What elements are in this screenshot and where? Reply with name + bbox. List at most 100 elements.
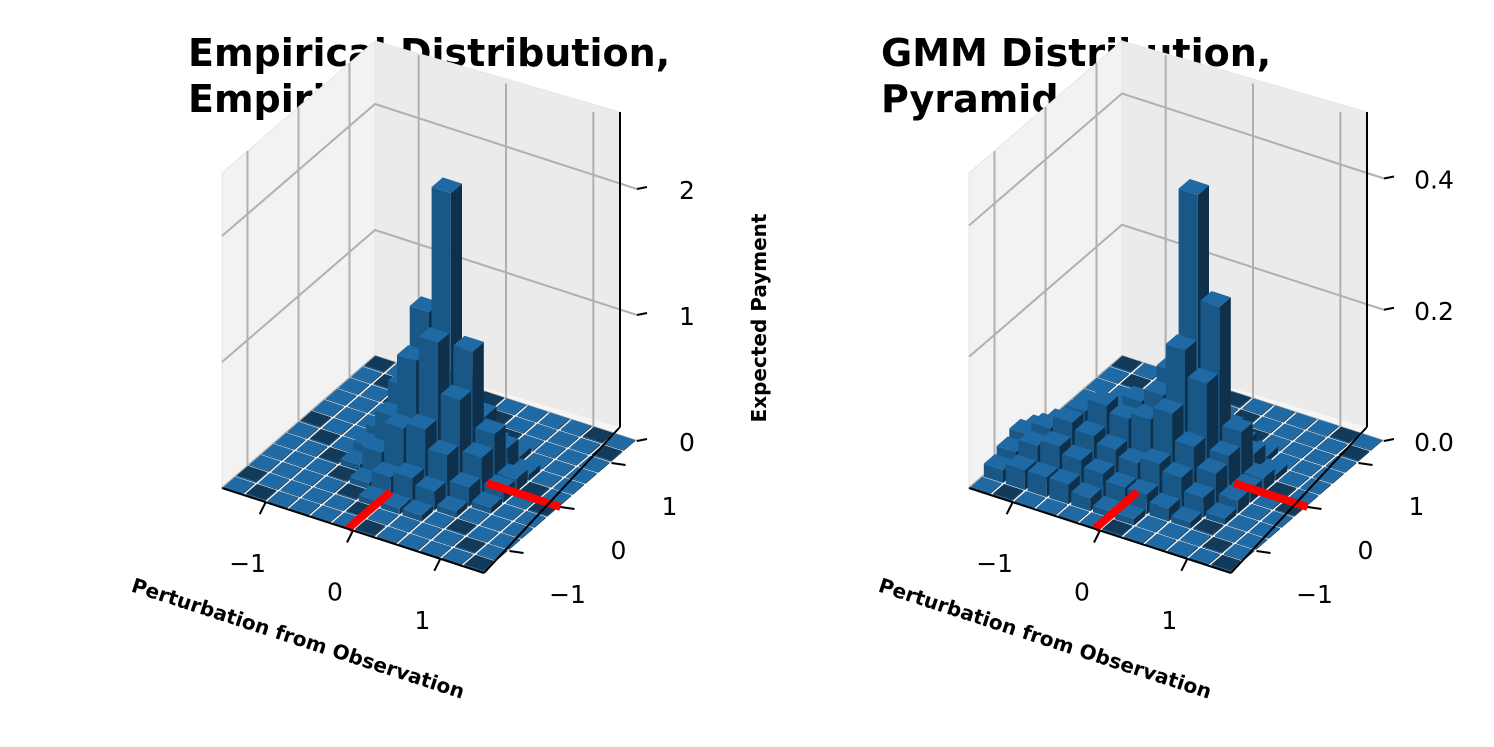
bar-top <box>1153 397 1184 414</box>
bar <box>245 483 277 502</box>
bar <box>300 410 331 428</box>
bar-face <box>1227 524 1247 532</box>
bar-top <box>1102 519 1133 536</box>
bar-face <box>1224 553 1244 561</box>
bar <box>544 459 575 477</box>
bar-face <box>572 484 584 495</box>
bar-face <box>243 483 255 494</box>
bar-face <box>446 528 466 536</box>
bar <box>535 441 566 459</box>
bar-face <box>517 415 537 423</box>
y-tick-label: 1 <box>662 492 678 521</box>
bar-face <box>1234 531 1246 543</box>
bar-top <box>1244 462 1275 479</box>
ticks: −1 0 1 −1 0 1 0 1 2 <box>229 176 695 635</box>
bar <box>249 454 280 472</box>
bar-face <box>1071 492 1091 512</box>
bar-face <box>245 493 266 502</box>
bar-face <box>1279 440 1291 452</box>
bar-face <box>983 463 1003 483</box>
bar-face <box>1348 432 1361 444</box>
bar <box>1282 441 1313 459</box>
bar-face <box>267 500 287 509</box>
bar <box>1307 419 1339 437</box>
bar <box>284 450 315 469</box>
bar-face <box>367 402 379 414</box>
grid-line <box>221 228 638 363</box>
observation-marker <box>1092 488 1141 532</box>
bar-face <box>585 473 597 484</box>
bar-face <box>1158 532 1178 540</box>
bar <box>1111 355 1142 373</box>
bar-face <box>302 496 322 505</box>
bar <box>1167 540 1198 558</box>
bar <box>360 384 392 403</box>
bar-face <box>347 405 368 414</box>
bar-top <box>1313 466 1344 483</box>
bar-top <box>1236 532 1268 549</box>
bar-face <box>1212 524 1224 536</box>
bar <box>1291 459 1322 477</box>
bar-face <box>1155 521 1168 533</box>
bar-face <box>1136 525 1156 533</box>
bar-top <box>1278 470 1310 487</box>
bar-top <box>293 469 324 485</box>
bar-face <box>351 376 371 384</box>
bar-face <box>499 520 512 532</box>
bar-top <box>1074 420 1106 437</box>
bar-face <box>271 471 291 480</box>
bar-top <box>992 483 1024 500</box>
bar-face <box>492 397 504 409</box>
bar-face <box>1117 373 1129 384</box>
bar-top <box>1326 455 1357 472</box>
bar <box>1278 470 1310 488</box>
bar <box>458 507 490 525</box>
bar-face <box>553 487 573 495</box>
bar-face <box>341 424 353 436</box>
bar <box>224 476 255 494</box>
bar <box>402 499 433 522</box>
bar <box>1098 366 1129 384</box>
bar-face <box>1149 502 1169 522</box>
bar-face <box>1189 557 1209 565</box>
bar <box>1205 502 1237 525</box>
bar-top <box>1105 471 1137 488</box>
bar-face <box>308 504 320 516</box>
grid-line <box>221 354 638 489</box>
x-axis-label: Perturbation from Observation <box>876 573 1215 704</box>
bar-face <box>374 525 386 537</box>
bar-top <box>579 455 610 472</box>
bar-top <box>1329 426 1361 443</box>
bar-face <box>623 440 635 451</box>
bar-face <box>539 422 559 430</box>
bar-top <box>313 399 344 416</box>
bar-face <box>338 387 358 395</box>
bar-face <box>1171 515 1191 529</box>
x-tick <box>1180 558 1189 572</box>
bar <box>1214 525 1246 543</box>
bar-face <box>504 426 524 434</box>
bar-face <box>1049 478 1069 505</box>
bar-face <box>408 521 421 533</box>
bar-face <box>526 433 546 441</box>
bar-face <box>313 409 333 417</box>
bar-face <box>1314 436 1326 448</box>
bar-face <box>1262 520 1282 528</box>
bar-face <box>580 425 592 437</box>
bar-top <box>1193 518 1224 535</box>
y-tick-label: −1 <box>1296 580 1333 609</box>
bar-face <box>1304 458 1324 466</box>
bar-face <box>1246 520 1259 532</box>
bar-top <box>526 423 557 440</box>
bar-top <box>446 518 477 535</box>
bar-face <box>456 501 468 518</box>
bar <box>526 423 557 441</box>
bar-face <box>332 406 344 417</box>
bar-top <box>1202 536 1233 553</box>
bar-top <box>1083 458 1115 475</box>
bar-face <box>1370 440 1382 451</box>
bar-face <box>334 482 346 494</box>
x-tick-label: 0 <box>327 578 343 607</box>
bar-top <box>1158 522 1189 539</box>
bar-face <box>290 468 302 480</box>
